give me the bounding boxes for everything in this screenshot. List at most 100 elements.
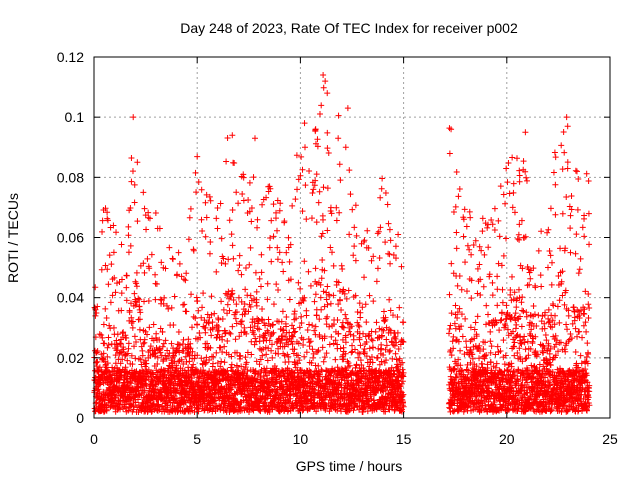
data-point	[225, 288, 232, 295]
data-point	[504, 179, 511, 186]
data-point	[139, 352, 146, 359]
data-point	[297, 172, 304, 179]
data-point	[218, 235, 225, 242]
data-point	[221, 359, 228, 366]
data-point	[256, 407, 263, 414]
data-point	[278, 318, 285, 325]
data-point	[144, 331, 151, 338]
data-point	[251, 341, 258, 348]
data-point	[324, 185, 331, 192]
data-point	[247, 292, 254, 299]
data-point	[306, 343, 313, 350]
data-point	[303, 216, 310, 223]
data-point	[125, 223, 132, 230]
data-point	[214, 225, 221, 232]
data-point	[270, 321, 277, 328]
data-point	[176, 260, 183, 267]
data-point	[129, 168, 136, 175]
data-point	[324, 313, 331, 320]
data-point	[308, 215, 315, 222]
data-point	[523, 174, 530, 181]
data-point	[117, 340, 124, 347]
data-point	[94, 348, 101, 354]
data-point	[132, 301, 139, 308]
data-point	[118, 340, 125, 347]
data-point	[460, 233, 467, 240]
data-point	[338, 306, 345, 313]
data-point	[195, 179, 202, 186]
data-point	[105, 341, 112, 348]
data-point	[480, 283, 487, 290]
data-point	[453, 229, 460, 236]
data-point	[262, 368, 269, 375]
data-point	[208, 311, 215, 318]
data-point	[294, 360, 301, 367]
data-point	[387, 237, 394, 244]
data-point	[318, 306, 325, 313]
data-point	[448, 310, 455, 317]
data-point	[169, 364, 176, 371]
data-point	[494, 302, 501, 309]
data-point	[350, 407, 357, 414]
data-point	[484, 224, 491, 231]
data-point	[140, 189, 147, 196]
data-point	[306, 167, 313, 174]
data-point	[290, 333, 297, 340]
data-point	[258, 251, 265, 258]
data-point	[107, 299, 114, 306]
data-point	[119, 356, 126, 363]
data-point	[264, 280, 271, 287]
data-point	[113, 400, 120, 407]
data-point	[345, 287, 352, 294]
data-point	[129, 361, 136, 368]
data-point	[300, 297, 307, 304]
data-point	[212, 397, 219, 404]
data-point	[446, 150, 453, 157]
data-point	[346, 328, 353, 335]
data-point	[542, 332, 549, 339]
data-point	[352, 292, 359, 299]
data-point	[127, 403, 134, 410]
data-point	[291, 329, 298, 336]
data-point	[102, 205, 109, 212]
data-point	[317, 294, 324, 301]
data-point	[472, 319, 479, 326]
data-point	[127, 205, 134, 212]
data-point	[320, 84, 327, 91]
data-point	[218, 298, 225, 305]
data-point	[291, 311, 298, 317]
data-point	[182, 277, 189, 284]
data-point	[222, 330, 229, 337]
data-point	[274, 227, 281, 234]
data-point	[238, 363, 245, 370]
data-point	[457, 347, 464, 354]
data-point	[293, 152, 300, 159]
data-point	[395, 231, 402, 238]
data-point	[450, 333, 457, 340]
data-point	[311, 386, 318, 393]
data-point	[291, 346, 298, 353]
data-point	[127, 242, 134, 249]
data-point	[508, 273, 515, 280]
data-point	[523, 177, 530, 184]
data-point	[118, 241, 125, 248]
data-point	[203, 354, 210, 361]
data-point	[491, 205, 498, 212]
data-point	[270, 301, 277, 308]
data-point	[499, 299, 506, 306]
data-point	[115, 405, 122, 412]
data-point	[351, 243, 358, 250]
data-point	[101, 340, 108, 347]
data-point	[148, 251, 155, 258]
data-point	[198, 186, 205, 193]
data-point	[145, 209, 152, 216]
data-point	[350, 252, 357, 259]
data-point	[323, 350, 330, 357]
data-point	[199, 304, 206, 311]
data-point	[488, 216, 495, 223]
data-point	[180, 347, 187, 354]
data-point	[208, 332, 215, 339]
data-point	[356, 336, 363, 343]
data-point	[373, 319, 380, 326]
data-point	[268, 341, 275, 348]
